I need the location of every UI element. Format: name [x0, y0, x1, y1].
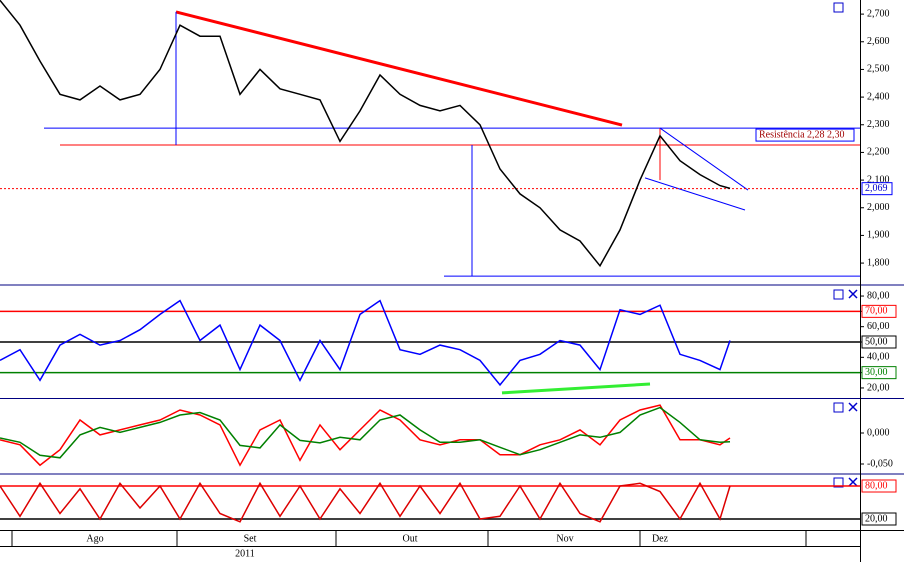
- close-button[interactable]: [848, 477, 858, 487]
- maximize-button[interactable]: [833, 289, 844, 300]
- x-tick-label: Nov: [556, 533, 573, 544]
- y-tick-label: 2,700: [867, 8, 890, 19]
- level-label: 30,00: [865, 367, 888, 378]
- y-tick-label: 2,100: [867, 174, 890, 185]
- annotation: Resistência 2,28 2,30: [759, 129, 845, 140]
- year-label: 2011: [235, 548, 255, 559]
- series-line: [0, 0, 731, 268]
- series-line: [0, 299, 731, 387]
- y-tick-label: 20,00: [867, 382, 890, 393]
- close-button[interactable]: [848, 402, 858, 412]
- y-tick-label: 1,900: [867, 230, 890, 241]
- last-price-label: 2,069: [865, 183, 888, 194]
- series-line: [0, 481, 731, 523]
- level-label: 70,00: [865, 306, 888, 317]
- trend-line: [659, 127, 749, 191]
- level-box: [861, 335, 897, 349]
- last-price-box: [861, 182, 893, 196]
- x-tick-label: Set: [244, 533, 257, 544]
- x-tick-label: Out: [403, 533, 418, 544]
- y-tick-label: 2,200: [867, 147, 890, 158]
- y-tick-label: 0,000: [867, 427, 890, 438]
- trend-line: [644, 177, 746, 211]
- window-controls: [833, 2, 858, 488]
- y-tick-label: 60,00: [867, 321, 890, 332]
- maximize-button[interactable]: [833, 477, 844, 488]
- level-label: 50,00: [865, 336, 888, 347]
- level-box: [861, 479, 897, 493]
- y-tick-label: 80,00: [867, 290, 890, 301]
- y-tick-label: 2,300: [867, 119, 890, 130]
- y-tick-label: 2,600: [867, 36, 890, 47]
- x-tick-label: Dez: [652, 533, 669, 544]
- level-box: [861, 366, 897, 380]
- series-line: [0, 406, 731, 459]
- y-tick-label: 1,800: [867, 257, 890, 268]
- annotation-box: [755, 128, 855, 142]
- y-tick-label: 40,00: [867, 352, 890, 363]
- level-label: 20,00: [865, 513, 888, 524]
- level-label: 80,00: [865, 480, 888, 491]
- y-tick-label: -0,050: [867, 458, 893, 469]
- y-tick-label: 2,400: [867, 91, 890, 102]
- trend-line: [175, 10, 623, 127]
- level-box: [861, 304, 897, 318]
- x-tick-label: Ago: [86, 533, 103, 544]
- trend-line: [501, 382, 651, 395]
- close-button[interactable]: [848, 289, 858, 299]
- y-tick-label: 2,500: [867, 64, 890, 75]
- series-line: [0, 404, 731, 467]
- maximize-button[interactable]: [833, 402, 844, 413]
- maximize-button[interactable]: [833, 2, 844, 13]
- level-box: [861, 512, 897, 526]
- y-tick-label: 2,000: [867, 202, 890, 213]
